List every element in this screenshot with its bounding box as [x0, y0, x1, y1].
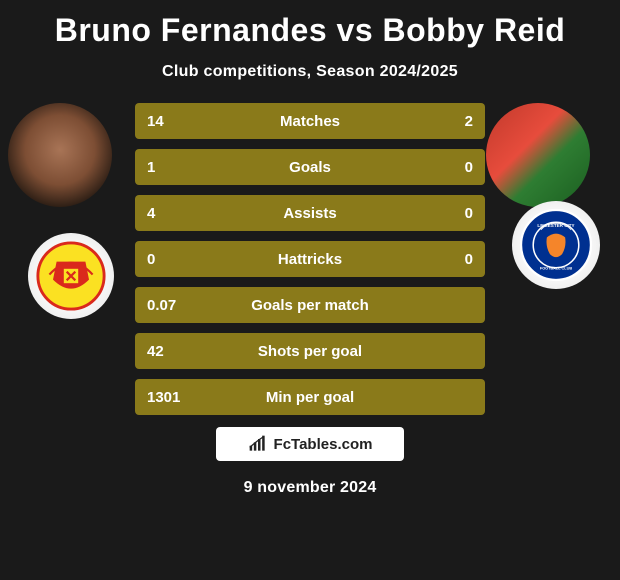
- player1-club-badge: [28, 233, 114, 319]
- stat-row: 1301 Min per goal: [135, 379, 485, 415]
- stat-left-value: 1301: [147, 389, 180, 406]
- stat-label: Goals: [289, 159, 331, 176]
- stat-left-value: 0.07: [147, 297, 176, 314]
- branding-badge: FcTables.com: [216, 427, 404, 461]
- comparison-title: Bruno Fernandes vs Bobby Reid: [0, 0, 620, 49]
- stat-right-value: 0: [465, 251, 473, 268]
- stat-row: 14 Matches 2: [135, 103, 485, 139]
- stat-label: Shots per goal: [258, 343, 362, 360]
- stat-row: 4 Assists 0: [135, 195, 485, 231]
- branding-text: FcTables.com: [274, 436, 373, 453]
- stat-left-value: 0: [147, 251, 155, 268]
- player2-club-badge: LEICESTER CITY FOOTBALL CLUB: [512, 201, 600, 289]
- stat-label: Goals per match: [251, 297, 369, 314]
- vs-label: vs: [337, 12, 374, 48]
- stat-label: Hattricks: [278, 251, 342, 268]
- man-utd-crest-icon: [35, 240, 107, 312]
- snapshot-date: 9 november 2024: [0, 479, 620, 497]
- content-area: LEICESTER CITY FOOTBALL CLUB 14 Matches …: [0, 103, 620, 415]
- stat-left-value: 1: [147, 159, 155, 176]
- stat-left-value: 14: [147, 113, 164, 130]
- stat-right-value: 2: [465, 113, 473, 130]
- stat-label: Min per goal: [266, 389, 354, 406]
- stats-column: 14 Matches 2 1 Goals 0 4 Assists 0 0 Hat…: [135, 103, 485, 415]
- player2-photo: [486, 103, 590, 207]
- stat-row: 0.07 Goals per match: [135, 287, 485, 323]
- svg-text:FOOTBALL CLUB: FOOTBALL CLUB: [540, 266, 572, 270]
- player1-name: Bruno Fernandes: [55, 12, 327, 48]
- season-subtitle: Club competitions, Season 2024/2025: [0, 63, 620, 81]
- stat-right-value: 0: [465, 159, 473, 176]
- stat-row: 1 Goals 0: [135, 149, 485, 185]
- player1-photo-placeholder: [8, 103, 112, 207]
- stat-label: Matches: [280, 113, 340, 130]
- player1-photo: [8, 103, 112, 207]
- svg-text:LEICESTER CITY: LEICESTER CITY: [537, 223, 574, 228]
- stat-left-value: 4: [147, 205, 155, 222]
- stat-right-value: 0: [465, 205, 473, 222]
- bar-chart-icon: [248, 435, 268, 453]
- player2-name: Bobby Reid: [383, 12, 566, 48]
- stat-row: 0 Hattricks 0: [135, 241, 485, 277]
- leicester-crest-icon: LEICESTER CITY FOOTBALL CLUB: [518, 207, 594, 283]
- player2-photo-placeholder: [486, 103, 590, 207]
- stat-row: 42 Shots per goal: [135, 333, 485, 369]
- stat-label: Assists: [283, 205, 336, 222]
- stat-left-value: 42: [147, 343, 164, 360]
